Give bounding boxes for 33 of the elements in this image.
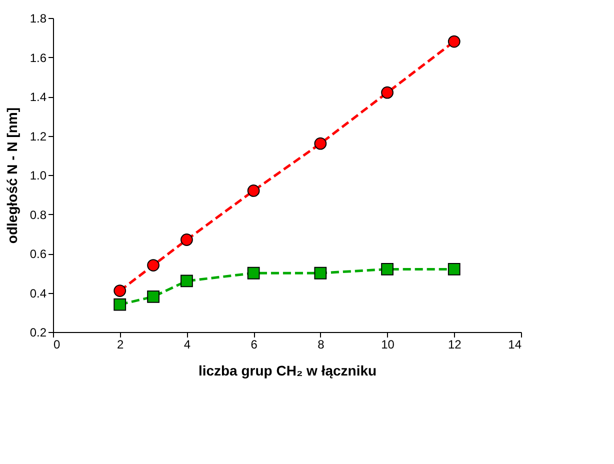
y-tick-label: 0.4	[30, 286, 47, 300]
point	[247, 184, 260, 197]
point	[114, 298, 126, 311]
point	[381, 263, 394, 276]
y-axis-title: odległość N - N [nm]	[4, 107, 20, 244]
point	[180, 234, 193, 246]
point	[147, 290, 160, 303]
point	[180, 274, 193, 288]
point	[314, 137, 327, 150]
x-tick-label: 12	[448, 338, 462, 352]
x-tick-label: 4	[184, 338, 191, 352]
point	[448, 35, 460, 48]
y-tick-label: 0.2	[30, 326, 47, 340]
x-tick-label: 0	[54, 338, 60, 352]
y-tick-label: 1.8	[30, 12, 47, 26]
point	[114, 284, 126, 297]
point	[147, 259, 160, 272]
y-tick-label: 1.6	[30, 50, 47, 65]
x-tick-label: 2	[117, 338, 124, 352]
x-axis-title: liczba grup CH₂ w łączniku	[198, 362, 377, 378]
y-tick-label: 1.4	[30, 90, 47, 104]
x-tick-label: 10	[381, 338, 395, 352]
y-tick-label: 0.8	[30, 208, 47, 222]
y-tick-label: 0.6	[30, 247, 47, 261]
y-tick-label: 1.2	[30, 129, 47, 144]
x-tick-label: 6	[250, 338, 258, 352]
x-tick-label: 14	[508, 338, 522, 352]
y-tick-label: 1.0	[30, 168, 47, 182]
x-tick-label: 8	[318, 338, 325, 352]
point	[381, 86, 394, 99]
point	[247, 266, 260, 280]
point	[314, 266, 327, 280]
point	[448, 263, 460, 276]
